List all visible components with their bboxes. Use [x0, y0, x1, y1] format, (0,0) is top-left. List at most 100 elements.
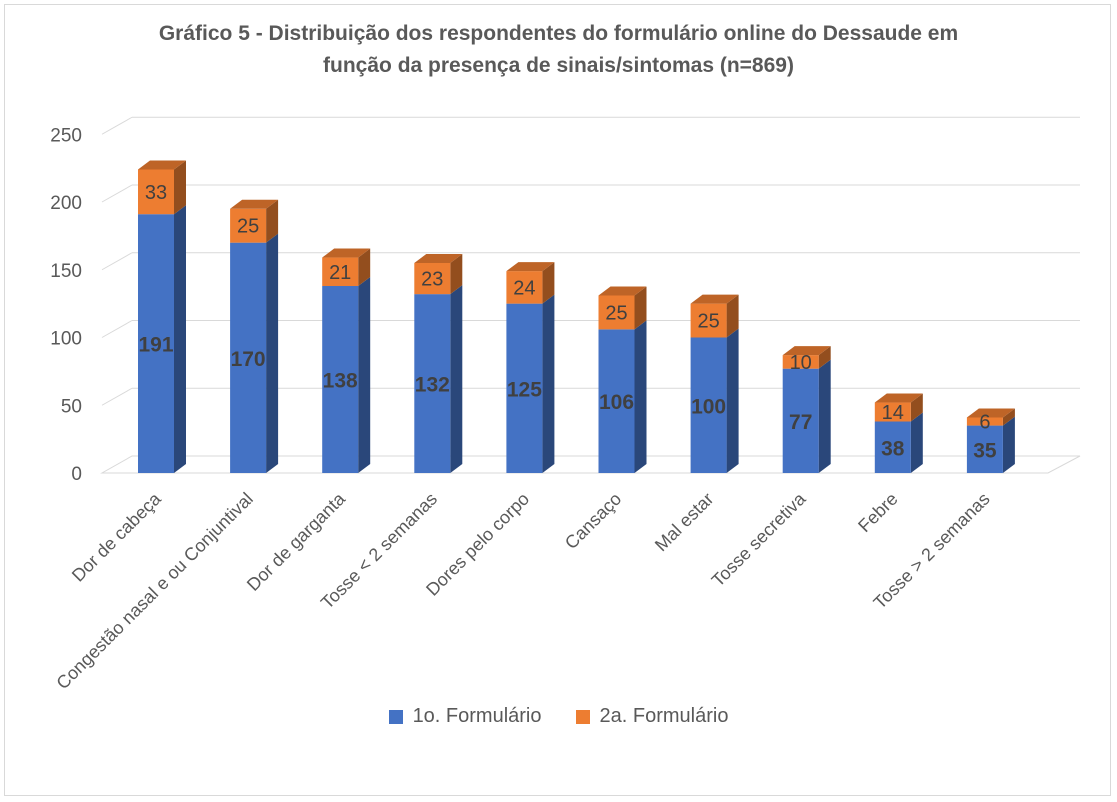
data-label-series-1: 38	[881, 437, 905, 460]
bar-series-2	[874, 402, 911, 422]
bar-series-2-top	[138, 160, 186, 170]
x-tick-label: Cansaço	[561, 489, 625, 553]
x-tick-label: Tosse secretiva	[708, 488, 811, 591]
bar-series-2-top	[690, 294, 739, 304]
data-label-series-1: 138	[323, 370, 358, 393]
bar-series-1-side	[910, 412, 923, 473]
bar-series-2-side	[542, 262, 555, 304]
legend-swatch-series-2	[575, 709, 590, 724]
x-tick-label: Dor de cabeça	[68, 488, 166, 586]
bar-series-2	[414, 262, 451, 295]
gridline-side	[101, 184, 133, 203]
bar-series-1-side	[542, 294, 555, 473]
bar-series-2-top	[598, 286, 647, 296]
bar-series-2-side	[266, 199, 279, 243]
bar-series-1-side	[1002, 416, 1015, 473]
bar-series-1-side	[634, 320, 647, 473]
data-label-series-1: 132	[415, 374, 450, 397]
x-tick-label: Mal estar	[651, 489, 717, 555]
data-label-series-1: 35	[973, 439, 997, 462]
bar-series-1	[138, 214, 174, 473]
data-label-series-2: 33	[145, 182, 167, 204]
bar-series-1-side	[818, 359, 831, 473]
bar-series-2	[690, 303, 727, 338]
bar-series-2-side	[910, 393, 923, 422]
bar-series-1	[782, 368, 819, 473]
bar-series-2	[966, 417, 1003, 426]
bar-series-1-side	[450, 285, 463, 473]
bar-series-2-top	[230, 199, 279, 209]
y-tick-label: 0	[71, 464, 82, 485]
data-label-series-1: 191	[138, 334, 173, 357]
data-label-series-1: 77	[789, 411, 812, 434]
bar-series-1	[598, 329, 635, 473]
bar-series-2	[506, 271, 543, 304]
bar-series-1	[506, 303, 543, 473]
data-label-series-1: 106	[599, 391, 634, 414]
data-label-series-1: 170	[231, 348, 266, 371]
bar-series-1	[874, 421, 911, 473]
bar-series-2-top	[414, 253, 463, 263]
bar-series-2-top	[322, 248, 371, 258]
gridline-side	[101, 252, 133, 271]
chart-title: Gráfico 5 - Distribuição dos respondente…	[0, 18, 1117, 82]
bar-series-1	[690, 337, 727, 473]
data-label-series-2: 23	[421, 269, 443, 291]
legend-swatch-series-1	[388, 709, 403, 724]
bar-series-2	[322, 257, 359, 287]
legend-label-series-2: 2a. Formulário	[599, 705, 729, 727]
bar-series-2-side	[818, 346, 831, 369]
data-label-series-1: 100	[691, 395, 726, 418]
bar-series-1-side	[266, 233, 279, 473]
bar-series-2	[230, 208, 267, 243]
x-tick-label: Congestão nasal e ou Conjuntival	[52, 489, 256, 693]
y-tick-label: 250	[50, 125, 82, 146]
bar-series-2-side	[450, 253, 463, 295]
data-label-series-2: 24	[513, 277, 535, 299]
chart-title-line-2: função da presença de sinais/sintomas (n…	[323, 54, 794, 77]
bar-series-2-side	[634, 286, 647, 330]
gridline-side	[101, 116, 133, 135]
bar-series-2-top	[506, 262, 555, 272]
bar-series-2	[138, 169, 174, 215]
bar-series-2-side	[726, 294, 739, 338]
y-tick-label: 100	[50, 329, 82, 350]
data-label-series-2: 6	[979, 412, 990, 434]
bar-series-2-side	[174, 160, 186, 215]
bar-series-1-side	[726, 328, 739, 473]
legend-item-series-1: 1o. Formulário	[388, 705, 542, 728]
bar-series-2	[782, 355, 819, 369]
y-tick-label: 50	[61, 396, 82, 417]
bar-series-1-side	[358, 277, 371, 473]
chart-frame	[4, 4, 1111, 796]
chart-floor	[100, 455, 1081, 474]
bar-series-2-side	[358, 248, 371, 287]
gridline-side	[101, 320, 133, 338]
legend-item-series-2: 2a. Formulário	[575, 705, 729, 728]
bar-series-2-top	[966, 408, 1015, 418]
data-label-series-2: 14	[882, 402, 904, 424]
bar-series-1-side	[174, 205, 186, 473]
bar-series-1	[414, 294, 451, 473]
gridline-side	[101, 387, 133, 406]
data-label-series-2: 25	[237, 216, 259, 238]
y-tick-label: 200	[50, 193, 82, 214]
legend: 1o. Formulário 2a. Formulário	[0, 705, 1117, 728]
x-tick-label: Dores pelo corpo	[422, 489, 533, 600]
data-label-series-2: 25	[605, 302, 627, 324]
bar-series-1	[966, 425, 1003, 473]
legend-label-series-1: 1o. Formulário	[412, 705, 542, 727]
bar-series-1	[322, 286, 359, 473]
bar-series-1	[230, 242, 267, 473]
data-label-series-1: 125	[507, 378, 542, 401]
bar-series-2-top	[782, 346, 831, 356]
x-tick-label: Dor de garganta	[243, 488, 350, 595]
x-tick-label: Febre	[854, 489, 901, 536]
bar-series-2-side	[1002, 408, 1015, 426]
bar-series-2-top	[874, 393, 923, 403]
data-label-series-2: 21	[329, 262, 351, 284]
y-tick-label: 150	[50, 261, 82, 282]
chart-title-line-1: Gráfico 5 - Distribuição dos respondente…	[158, 22, 959, 45]
data-label-series-2: 10	[790, 352, 812, 374]
